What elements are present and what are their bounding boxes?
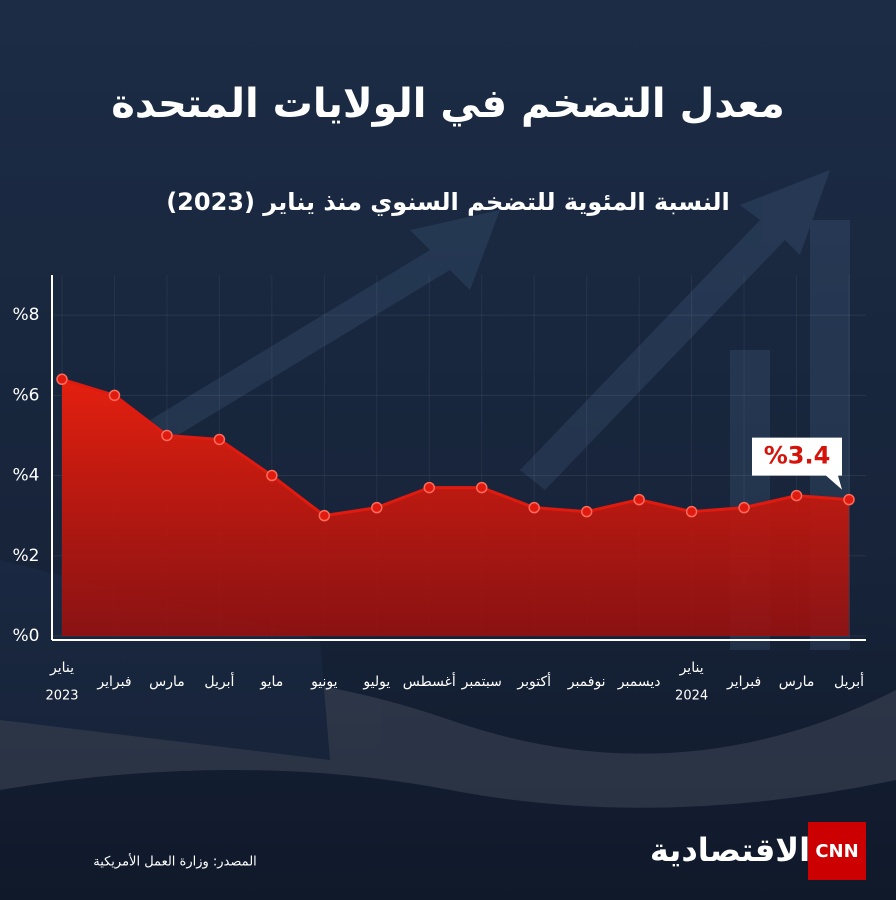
data-point xyxy=(843,493,855,506)
cnn-logo: CNN xyxy=(815,841,858,862)
x-tick-label: سبتمبر xyxy=(461,674,502,690)
chart-subtitle: النسبة المئوية للتضخم السنوي منذ يناير (… xyxy=(166,188,730,216)
data-point xyxy=(580,505,593,518)
x-tick-label: يناير xyxy=(679,660,704,676)
data-point xyxy=(475,481,488,494)
value-label: %3.4 xyxy=(764,442,831,470)
chart-title: معدل التضخم في الولايات المتحدة xyxy=(111,81,784,127)
callout-box xyxy=(752,437,842,490)
data-point xyxy=(633,493,645,506)
data-point xyxy=(738,501,750,514)
x-tick-label: ديسمبر xyxy=(617,674,661,690)
data-point xyxy=(161,429,173,442)
x-tick-label: مارس xyxy=(149,674,185,690)
x-tick-label: أغسطس xyxy=(403,672,456,690)
value-label-callout: %3.4 xyxy=(752,437,842,490)
x-tick-label: مايو xyxy=(259,674,283,690)
data-point xyxy=(423,481,436,494)
x-tick-label: يوليو xyxy=(362,674,390,690)
y-tick-label: %4 xyxy=(13,466,40,486)
x-tick-label: مارس xyxy=(779,674,815,690)
data-point xyxy=(790,489,803,502)
x-tick-year: 2024 xyxy=(675,689,708,704)
x-tick-label: فبراير xyxy=(726,674,761,690)
y-tick-label: %2 xyxy=(13,546,40,566)
y-tick-label: %0 xyxy=(13,626,40,646)
data-point xyxy=(108,389,121,402)
x-tick-label: يناير xyxy=(49,660,74,676)
data-point xyxy=(685,505,698,518)
x-tick-label: أبريل xyxy=(834,672,864,690)
data-point xyxy=(528,501,540,514)
data-point xyxy=(266,469,278,482)
area xyxy=(62,379,849,636)
x-tick-year: 2023 xyxy=(45,689,78,704)
x-tick-label: يونيو xyxy=(310,674,338,690)
x-tick-label: أبريل xyxy=(204,672,234,690)
plot-area: %0 %2 %4 %6 %8 %3.4 يناير 2023 فبراير مارس أبريل ما… xyxy=(13,275,866,704)
y-tick-label: %8 xyxy=(13,305,40,325)
data-point xyxy=(213,433,226,446)
brand-logo: الاقتصادية xyxy=(650,831,810,869)
source-note: المصدر: وزارة العمل الأمريكية xyxy=(93,853,257,870)
data-point xyxy=(371,501,383,514)
data-point xyxy=(56,373,68,386)
line xyxy=(61,377,850,518)
y-tick-label: %6 xyxy=(13,385,40,405)
data-point xyxy=(318,509,331,522)
decor-arrows xyxy=(150,170,850,650)
cnn-logo-box xyxy=(808,822,866,880)
x-tick-label: فبراير xyxy=(96,674,131,690)
x-tick-label: أكتوبر xyxy=(516,672,551,690)
x-tick-label: نوفمبر xyxy=(567,674,606,690)
